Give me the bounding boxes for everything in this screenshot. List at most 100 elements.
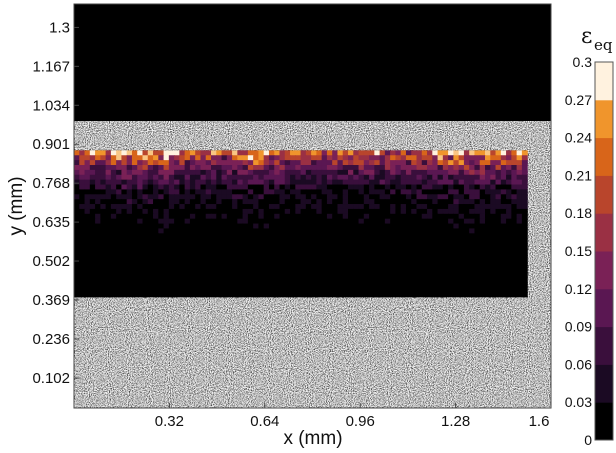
strain-cell <box>490 179 497 186</box>
strain-cell <box>463 291 470 298</box>
strain-cell <box>474 243 481 249</box>
strain-cell <box>237 194 244 200</box>
strain-cell <box>348 160 354 166</box>
strain-cell <box>147 150 154 156</box>
strain-cell <box>342 228 349 234</box>
strain-cell <box>211 213 217 220</box>
strain-cell <box>79 213 86 220</box>
strain-cell <box>490 272 497 278</box>
strain-cell <box>442 199 449 205</box>
strain-cell <box>279 199 286 205</box>
strain-cell <box>442 267 449 273</box>
strain-cell <box>126 228 133 234</box>
strain-cell <box>521 169 528 176</box>
strain-cell <box>184 155 191 161</box>
strain-cell <box>516 179 523 186</box>
strain-cell <box>358 282 365 288</box>
strain-cell <box>131 160 138 166</box>
strain-cell <box>342 155 349 161</box>
strain-cell <box>448 199 454 205</box>
strain-cell <box>110 252 117 259</box>
strain-cell <box>232 199 238 205</box>
strain-cell <box>384 287 391 293</box>
strain-cell <box>411 179 418 186</box>
strain-cell <box>311 208 317 215</box>
strain-cell <box>395 218 402 225</box>
strain-cell <box>79 257 86 264</box>
strain-cell <box>516 291 523 298</box>
strain-cell <box>458 155 465 161</box>
strain-cell <box>363 262 370 269</box>
strain-cell <box>142 287 149 293</box>
strain-cell <box>284 252 291 259</box>
strain-cell <box>95 272 101 278</box>
strain-cell <box>237 204 244 210</box>
strain-cell <box>342 233 349 239</box>
strain-cell <box>158 291 165 298</box>
strain-cell <box>379 174 386 181</box>
strain-cell <box>437 287 444 293</box>
strain-cell <box>384 243 391 249</box>
strain-cell <box>485 208 491 215</box>
strain-cell <box>437 184 444 191</box>
strain-cell <box>511 218 518 225</box>
strain-cell <box>448 277 454 283</box>
strain-cell <box>421 291 428 298</box>
strain-cell <box>226 184 233 191</box>
strain-cell <box>516 238 523 244</box>
strain-cell <box>479 208 486 215</box>
strain-cell <box>485 169 491 176</box>
strain-cell <box>427 287 433 293</box>
strain-cell <box>506 238 512 244</box>
strain-cell <box>153 282 159 288</box>
strain-cell <box>131 252 138 259</box>
strain-cell <box>448 228 454 234</box>
strain-cell <box>200 223 207 230</box>
strain-cell <box>321 287 328 293</box>
strain-cell <box>205 257 212 264</box>
strain-cell <box>105 287 112 293</box>
strain-cell <box>263 169 270 176</box>
strain-cell <box>384 184 391 191</box>
strain-cell <box>221 174 228 181</box>
strain-cell <box>348 272 354 278</box>
strain-cell <box>179 272 186 278</box>
strain-cell <box>332 199 339 205</box>
strain-cell <box>490 291 497 298</box>
strain-cell <box>300 267 307 273</box>
strain-cell <box>179 213 186 220</box>
strain-cell <box>274 199 281 205</box>
strain-cell <box>295 218 302 225</box>
strain-cell <box>390 287 397 293</box>
strain-cell <box>405 287 412 293</box>
y-axis-ticks: 0.1020.2360.3690.5020.6350.7680.9011.034… <box>32 19 79 387</box>
strain-cell <box>168 150 175 156</box>
strain-cell <box>205 204 212 210</box>
strain-cell <box>500 243 507 249</box>
strain-cell <box>147 194 154 200</box>
strain-cell <box>348 223 354 230</box>
strain-cell <box>485 199 491 205</box>
strain-cell <box>242 160 249 166</box>
strain-cell <box>432 213 439 220</box>
strain-cell <box>95 213 101 220</box>
strain-cell <box>421 267 428 273</box>
strain-cell <box>232 169 238 176</box>
strain-cell <box>168 179 175 186</box>
strain-cell <box>137 199 144 205</box>
strain-cell <box>521 272 528 278</box>
strain-cell <box>384 262 391 269</box>
strain-cell <box>305 267 312 273</box>
strain-cell <box>384 252 391 259</box>
strain-cell <box>232 165 238 171</box>
strain-cell <box>105 223 112 230</box>
strain-cell <box>89 223 96 230</box>
x-tick-label: 0.32 <box>155 413 184 430</box>
strain-cell <box>300 155 307 161</box>
strain-cell <box>179 174 186 181</box>
strain-cell <box>511 228 518 234</box>
strain-cell <box>358 155 365 161</box>
strain-cell <box>263 272 270 278</box>
strain-cell <box>437 179 444 186</box>
strain-cell <box>274 160 281 166</box>
